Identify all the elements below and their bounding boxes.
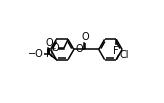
- Text: −O: −O: [28, 49, 43, 59]
- Text: Cl: Cl: [119, 50, 129, 60]
- Text: +: +: [51, 46, 56, 52]
- Text: F: F: [113, 46, 119, 56]
- Text: N: N: [46, 49, 53, 59]
- Text: O: O: [76, 44, 83, 54]
- Text: O: O: [51, 43, 59, 53]
- Text: O: O: [45, 38, 53, 48]
- Text: O: O: [81, 32, 89, 42]
